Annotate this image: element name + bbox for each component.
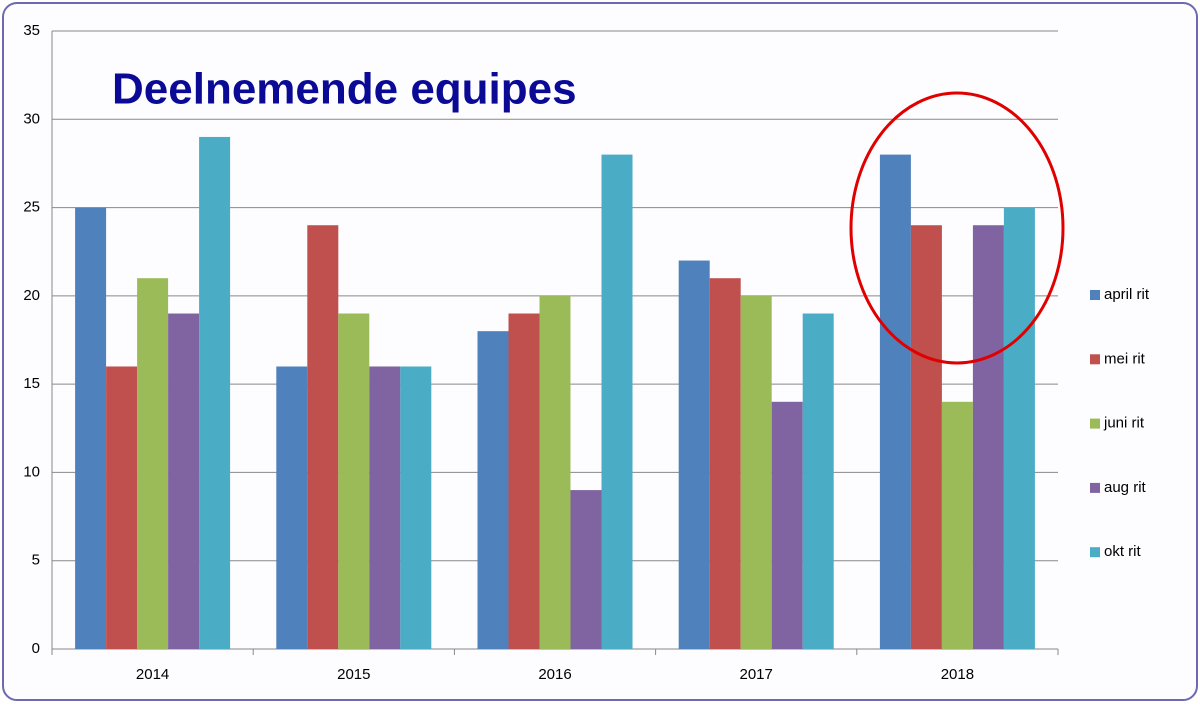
bar: [369, 366, 401, 649]
x-tick-label: 2014: [136, 666, 169, 683]
x-tick-label: 2018: [941, 666, 974, 683]
chart-title: Deelnemende equipes: [112, 65, 577, 114]
bar: [601, 154, 633, 649]
plot: 0 5 10 15 20 25 30 35 2014 2015 2016 2017 2018 april …: [23, 22, 1150, 683]
legend-swatch: [1090, 354, 1100, 365]
bar: [508, 313, 540, 649]
legend-swatch: [1090, 482, 1100, 493]
legend-swatch: [1090, 418, 1100, 429]
bar: [879, 154, 911, 649]
bar: [802, 313, 834, 649]
bar: [276, 366, 308, 649]
x-tick-label: 2017: [740, 666, 773, 683]
bar: [771, 401, 803, 649]
bar: [570, 490, 602, 649]
bar: [400, 366, 432, 649]
bar: [709, 278, 741, 649]
bar: [910, 225, 942, 649]
bar: [168, 313, 200, 649]
bar: [477, 331, 509, 649]
legend-label: okt rit: [1104, 543, 1142, 560]
bar: [941, 401, 973, 649]
y-tick-label: 35: [23, 22, 40, 39]
bar: [199, 136, 231, 649]
y-tick-label: 15: [23, 375, 40, 392]
bar: [972, 225, 1004, 649]
bar: [137, 278, 169, 649]
bar: [1003, 207, 1035, 650]
y-tick-label: 20: [23, 287, 40, 304]
bar: [338, 313, 370, 649]
bar: [678, 260, 710, 649]
legend-label: mei rit: [1104, 350, 1146, 367]
y-tick-label: 30: [23, 110, 40, 127]
legend-label: aug rit: [1104, 479, 1147, 496]
bar: [539, 295, 571, 649]
legend-label: juni rit: [1103, 415, 1145, 432]
legend-swatch: [1090, 290, 1100, 300]
legend-label: april rit: [1104, 286, 1150, 303]
y-tick-label: 0: [32, 640, 40, 657]
bar: [307, 225, 339, 649]
legend-swatch: [1090, 547, 1100, 558]
bar: [75, 207, 107, 650]
bar: [740, 295, 772, 649]
x-tick-label: 2016: [538, 666, 571, 683]
y-tick-label: 10: [23, 463, 40, 480]
bar: [106, 366, 138, 649]
y-tick-label: 25: [23, 199, 40, 216]
x-tick-label: 2015: [337, 666, 370, 683]
highlight-ellipse: [849, 91, 1065, 365]
y-tick-label: 5: [32, 552, 40, 569]
